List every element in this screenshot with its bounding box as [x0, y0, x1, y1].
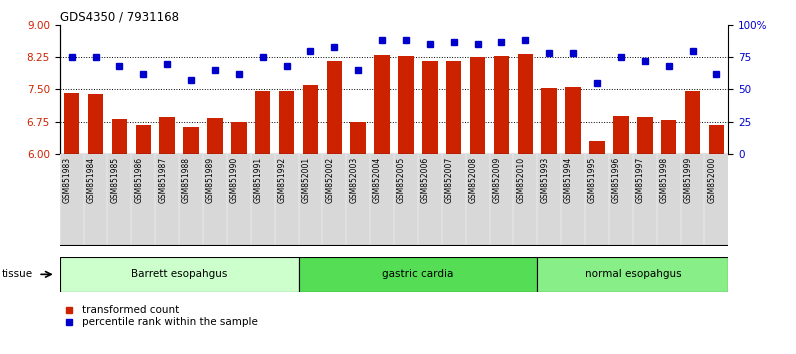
Bar	[565, 87, 581, 154]
Bar	[422, 61, 438, 154]
Bar	[302, 85, 318, 154]
Text: GSM851995: GSM851995	[588, 157, 597, 203]
Text: GSM851998: GSM851998	[660, 157, 669, 203]
Bar	[398, 56, 414, 154]
Text: GSM851997: GSM851997	[636, 157, 645, 203]
FancyBboxPatch shape	[537, 257, 728, 292]
Text: GSM852009: GSM852009	[493, 157, 501, 203]
Bar	[64, 93, 80, 154]
Bar	[613, 116, 629, 154]
Text: GSM852004: GSM852004	[373, 157, 382, 203]
Bar	[541, 88, 557, 154]
Text: GDS4350 / 7931168: GDS4350 / 7931168	[60, 11, 178, 24]
Bar	[88, 94, 103, 154]
Bar	[374, 55, 390, 154]
Bar	[183, 127, 199, 154]
Bar	[589, 141, 605, 154]
Bar	[231, 122, 247, 154]
Text: normal esopahgus: normal esopahgus	[584, 269, 681, 279]
Text: GSM851988: GSM851988	[182, 157, 191, 203]
Bar	[517, 54, 533, 154]
Bar	[661, 120, 677, 154]
Text: GSM851985: GSM851985	[111, 157, 119, 203]
Text: GSM852001: GSM852001	[302, 157, 310, 203]
Text: GSM852005: GSM852005	[397, 157, 406, 203]
Text: GSM852003: GSM852003	[349, 157, 358, 203]
Text: GSM851992: GSM851992	[278, 157, 287, 203]
Text: gastric cardia: gastric cardia	[382, 269, 454, 279]
Text: GSM852000: GSM852000	[708, 157, 716, 203]
FancyBboxPatch shape	[298, 257, 537, 292]
Legend: transformed count, percentile rank within the sample: transformed count, percentile rank withi…	[65, 306, 257, 327]
Text: GSM851993: GSM851993	[540, 157, 549, 203]
Text: GSM852010: GSM852010	[517, 157, 525, 203]
Bar	[159, 116, 175, 154]
Text: GSM851984: GSM851984	[87, 157, 96, 203]
Text: GSM851996: GSM851996	[612, 157, 621, 203]
Bar	[326, 61, 342, 154]
Text: GSM852008: GSM852008	[469, 157, 478, 203]
Bar	[470, 57, 486, 154]
Bar	[135, 125, 151, 154]
Bar	[111, 119, 127, 154]
Bar	[708, 125, 724, 154]
Bar	[350, 122, 366, 154]
Text: GSM851990: GSM851990	[230, 157, 239, 203]
Text: Barrett esopahgus: Barrett esopahgus	[131, 269, 228, 279]
Bar	[279, 91, 295, 154]
Text: GSM851994: GSM851994	[564, 157, 573, 203]
FancyBboxPatch shape	[60, 257, 298, 292]
Text: GSM851999: GSM851999	[684, 157, 693, 203]
Text: tissue: tissue	[2, 269, 33, 279]
Bar	[494, 56, 509, 154]
Text: GSM851986: GSM851986	[135, 157, 143, 203]
Bar	[446, 61, 462, 154]
Text: GSM851989: GSM851989	[206, 157, 215, 203]
Bar	[685, 91, 700, 154]
Bar	[207, 118, 223, 154]
Text: GSM852002: GSM852002	[326, 157, 334, 203]
Text: GSM852006: GSM852006	[421, 157, 430, 203]
Bar	[637, 116, 653, 154]
Text: GSM852007: GSM852007	[445, 157, 454, 203]
Text: GSM851987: GSM851987	[158, 157, 167, 203]
Text: GSM851991: GSM851991	[254, 157, 263, 203]
Text: GSM851983: GSM851983	[63, 157, 72, 203]
Bar	[255, 91, 271, 154]
